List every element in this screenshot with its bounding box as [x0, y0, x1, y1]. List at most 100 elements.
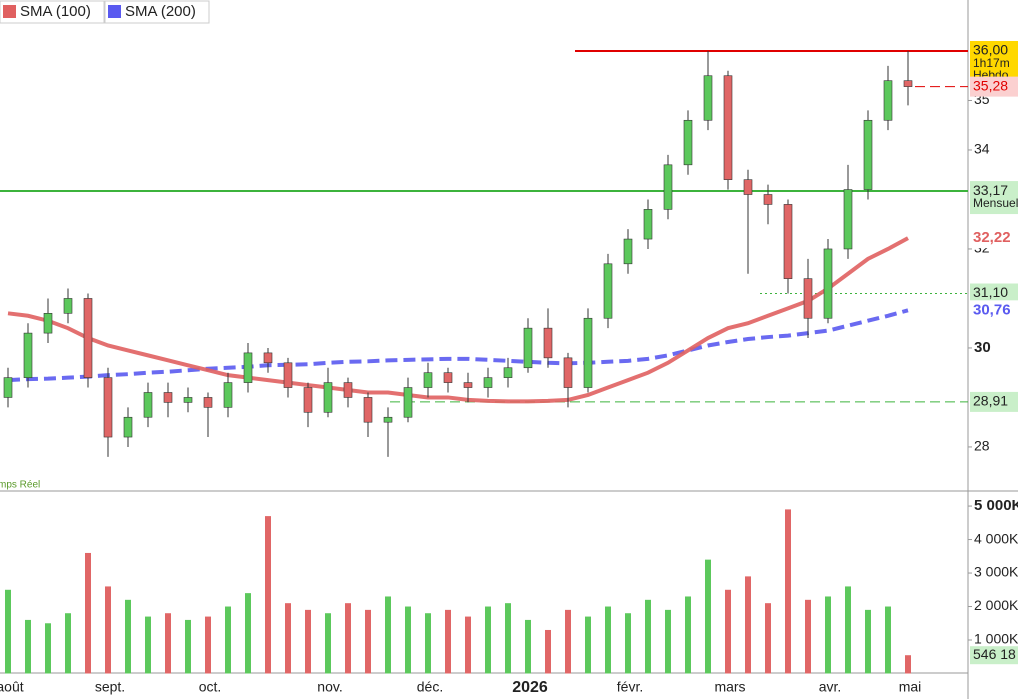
level-note: 1h17m	[973, 56, 1010, 70]
volume-bar	[345, 603, 351, 674]
legend-swatch	[3, 5, 16, 18]
candle-body	[443, 372, 453, 383]
volume-bar	[5, 589, 11, 674]
volume-bar	[185, 619, 191, 674]
y-tick-label: 30	[974, 339, 991, 356]
x-tick-label: févr.	[617, 679, 643, 695]
volume-bar	[465, 616, 471, 674]
candle-body	[663, 164, 673, 210]
level-label: 35,28	[973, 77, 1008, 93]
volume-bar	[505, 603, 511, 674]
volume-bar	[165, 613, 171, 674]
sma-line	[7, 236, 909, 404]
volume-label-box	[970, 646, 1018, 665]
candle-body	[183, 397, 193, 403]
candle-body	[223, 382, 233, 408]
volume-bar	[745, 576, 751, 674]
volume-bar	[545, 629, 551, 674]
legend-box	[104, 0, 210, 24]
candle-body	[123, 416, 133, 438]
volume-label: 546 18	[973, 646, 1016, 662]
volume-bar	[225, 606, 231, 674]
volume-bar	[785, 509, 791, 674]
volume-bar	[805, 599, 811, 674]
candle-body	[63, 298, 73, 314]
candle-body	[143, 392, 153, 418]
candle-body	[723, 75, 733, 180]
volume-bar	[245, 593, 251, 674]
candle-body	[263, 352, 273, 364]
y-tick-label: 2 000K	[974, 597, 1018, 613]
volume-bar	[705, 559, 711, 674]
candle-body	[43, 313, 53, 334]
candle-body	[103, 377, 113, 438]
volume-bar	[385, 596, 391, 674]
candle-body	[383, 416, 393, 423]
y-tick-label: 4 000K	[974, 530, 1018, 546]
x-tick-label: 2026	[512, 679, 548, 696]
candle-body	[463, 382, 473, 388]
volume-bar	[885, 606, 891, 674]
volume-bar	[905, 655, 911, 674]
volume-bar	[485, 606, 491, 674]
volume-bar	[265, 516, 271, 674]
level-label: 36,00	[973, 42, 1008, 58]
candle-body	[83, 298, 93, 378]
candle-body	[543, 327, 553, 359]
sma-label: 30,76	[973, 301, 1011, 318]
volume-bar	[425, 613, 431, 674]
candle-body	[563, 357, 573, 388]
candle-body	[503, 367, 513, 378]
volume-bar	[365, 609, 371, 674]
volume-bar	[585, 616, 591, 674]
candle-body	[363, 397, 373, 423]
sma-label-box	[970, 228, 1018, 249]
y-tick-label: 34	[974, 141, 990, 157]
volume-bar	[125, 599, 131, 674]
volume-bar	[565, 609, 571, 674]
volume-bar	[145, 616, 151, 674]
sma-label: 32,22	[973, 229, 1011, 246]
candle-body	[903, 80, 913, 87]
y-tick-label: 3 000K	[974, 564, 1018, 580]
candle-body	[623, 238, 633, 265]
candle-body	[743, 179, 753, 195]
level-label-box	[970, 181, 1018, 215]
level-label: 28,91	[973, 393, 1008, 409]
candle-body	[23, 332, 33, 378]
y-tick-label: 5 000K	[974, 497, 1018, 514]
candle-body	[303, 387, 313, 413]
candle-body	[803, 278, 813, 319]
candle-body	[423, 372, 433, 388]
volume-bar	[645, 599, 651, 674]
volume-bar	[625, 613, 631, 674]
level-label: 31,10	[973, 284, 1008, 300]
volume-bar	[865, 609, 871, 674]
volume-bar	[45, 623, 51, 674]
candle-body	[843, 189, 853, 250]
x-tick-label: août	[0, 679, 24, 695]
candle-body	[863, 119, 873, 190]
volume-bar	[685, 596, 691, 674]
volume-bar	[845, 586, 851, 674]
x-tick-label: mars	[714, 679, 745, 695]
candle-body	[703, 75, 713, 121]
volume-bar	[205, 616, 211, 674]
level-label-box	[970, 283, 1018, 304]
volume-bar	[285, 603, 291, 674]
candle-body	[783, 204, 793, 279]
volume-bar	[405, 606, 411, 674]
y-tick-label: 1 000K	[974, 631, 1018, 647]
volume-bar	[325, 613, 331, 674]
legend-box	[0, 0, 105, 24]
candle-body	[283, 362, 293, 388]
level-label: 33,17	[973, 182, 1008, 198]
level-note: Mensuel	[973, 196, 1018, 210]
x-tick-label: déc.	[417, 679, 443, 695]
candle-body	[583, 317, 593, 388]
volume-bar	[305, 609, 311, 674]
candle-body	[643, 209, 653, 240]
candle-body	[683, 119, 693, 166]
